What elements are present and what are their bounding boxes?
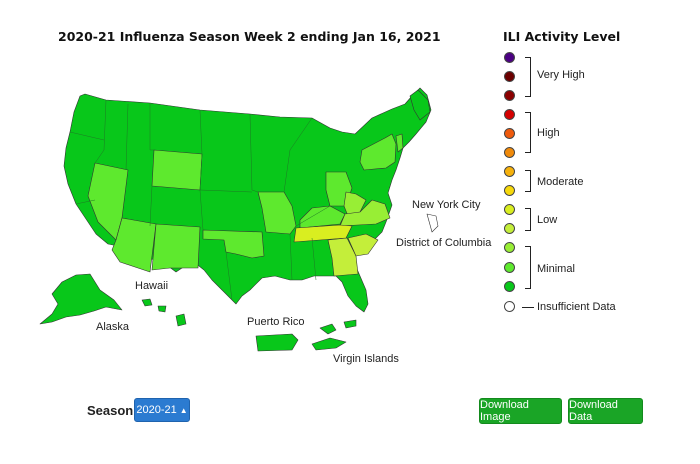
- state-wyoming[interactable]: [151, 149, 203, 191]
- season-dropdown[interactable]: 2020-21 ▲: [134, 398, 190, 422]
- district-of-columbia-label: District of Columbia: [396, 237, 492, 249]
- legend-swatch-level-8: [504, 147, 515, 158]
- season-value: 2020-21: [136, 404, 177, 416]
- legend-label-very-high: Very High: [537, 69, 585, 81]
- alaska[interactable]: [39, 273, 123, 325]
- legend-label-moderate: Moderate: [537, 176, 584, 188]
- legend-label-minimal: Minimal: [537, 263, 575, 275]
- legend-label-low: Low: [537, 214, 558, 226]
- puerto-rico[interactable]: [255, 333, 299, 352]
- state-borders: [69, 99, 331, 301]
- legend-swatch-level-10: [504, 109, 515, 120]
- legend-bracket-minimal: [525, 246, 531, 289]
- legend-bracket-moderate: [525, 170, 531, 192]
- legend-swatch-level-6: [504, 185, 515, 196]
- download-image-button[interactable]: Download Image: [479, 398, 562, 424]
- legend-swatch-level-2: [504, 262, 515, 273]
- virgin-islands[interactable]: [311, 319, 357, 351]
- new-york-city[interactable]: [426, 213, 439, 233]
- puerto-rico-label: Puerto Rico: [247, 316, 305, 328]
- legend-label-high: High: [537, 127, 560, 139]
- state-oklahoma[interactable]: [202, 229, 265, 259]
- hawaii-label: Hawaii: [135, 280, 169, 292]
- legend-label-insufficient: Insufficient Data: [537, 301, 616, 313]
- legend-swatch-level-4: [504, 223, 515, 234]
- state-new-york[interactable]: [359, 133, 397, 171]
- legend-bracket-very-high: [525, 57, 531, 97]
- new-york-city-label: New York City: [412, 199, 481, 211]
- state-tennessee[interactable]: [293, 224, 353, 243]
- state-missouri[interactable]: [257, 191, 297, 235]
- legend-swatch-insufficient: [504, 301, 515, 312]
- legend-swatch-level-9: [504, 128, 515, 139]
- legend-bracket-low: [525, 208, 531, 231]
- legend-swatch-level-13: [504, 52, 515, 63]
- download-data-button[interactable]: Download Data: [568, 398, 643, 424]
- hawaii[interactable]: [175, 313, 187, 327]
- legend-swatch-level-7: [504, 166, 515, 177]
- state-new-mexico[interactable]: [151, 223, 201, 271]
- legend-swatch-level-1: [504, 281, 515, 292]
- legend-swatch-level-5: [504, 204, 515, 215]
- state-vermont[interactable]: [395, 133, 404, 153]
- state-south-carolina[interactable]: [347, 233, 379, 257]
- state-georgia[interactable]: [327, 237, 359, 277]
- legend-bracket-high: [525, 112, 531, 153]
- caret-up-icon: ▲: [179, 405, 188, 415]
- map-title: 2020-21 Influenza Season Week 2 ending J…: [58, 29, 441, 44]
- legend-title: ILI Activity Level: [503, 29, 621, 44]
- legend-dash-insufficient: [522, 307, 534, 308]
- legend-swatch-level-11: [504, 90, 515, 101]
- state-maine[interactable]: [409, 89, 431, 121]
- alaska-label: Alaska: [96, 321, 130, 333]
- legend-swatch-level-3: [504, 242, 515, 253]
- season-label: Season:: [87, 403, 138, 418]
- legend-swatch-level-12: [504, 71, 515, 82]
- hawaii-islands[interactable]: [141, 298, 167, 313]
- virgin-islands-label: Virgin Islands: [333, 353, 399, 365]
